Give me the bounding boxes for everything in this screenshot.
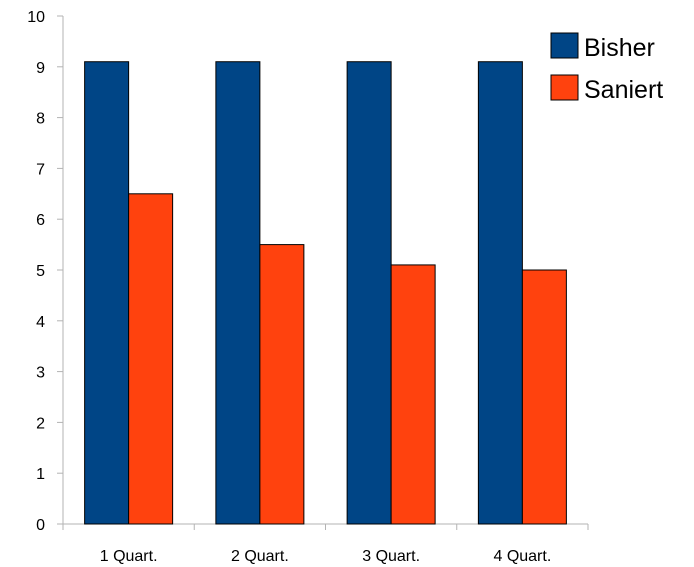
y-tick-label: 4 (36, 314, 45, 331)
chart-bars (84, 61, 567, 525)
y-tick-label: 9 (36, 60, 45, 77)
bar-saniert-3 (390, 264, 436, 525)
bar-bisher-3 (346, 61, 392, 525)
x-tick-label: 1 Quart. (100, 548, 158, 565)
chart-legend: Bisher Saniert (550, 32, 663, 104)
legend-label: Bisher (584, 34, 655, 62)
bar-bisher-2 (215, 61, 261, 525)
y-axis-ticks: 0 1 2 3 4 5 6 7 8 9 10 (27, 9, 63, 534)
legend-swatch (550, 74, 579, 101)
x-tick-label: 2 Quart. (231, 548, 289, 565)
bar-bisher-4 (477, 61, 523, 525)
bar-saniert-1 (128, 193, 174, 525)
bar-saniert-4 (521, 269, 567, 525)
x-tick-label: 4 Quart. (493, 548, 551, 565)
legend-label: Saniert (584, 76, 663, 104)
y-tick-label: 6 (36, 212, 45, 229)
legend-swatch (550, 32, 579, 59)
y-tick-label: 1 (36, 466, 45, 483)
y-tick-label: 5 (36, 263, 45, 280)
x-tick-label: 3 Quart. (362, 548, 420, 565)
bar-bisher-1 (84, 61, 130, 525)
y-tick-label: 7 (36, 161, 45, 178)
y-tick-label: 2 (36, 415, 45, 432)
bar-saniert-2 (259, 244, 305, 525)
y-tick-label: 10 (27, 9, 45, 26)
y-tick-label: 0 (36, 517, 45, 534)
y-tick-label: 3 (36, 365, 45, 382)
x-axis-ticks: 1 Quart. 2 Quart. 3 Quart. 4 Quart. (62, 524, 589, 565)
y-tick-label: 8 (36, 111, 45, 128)
